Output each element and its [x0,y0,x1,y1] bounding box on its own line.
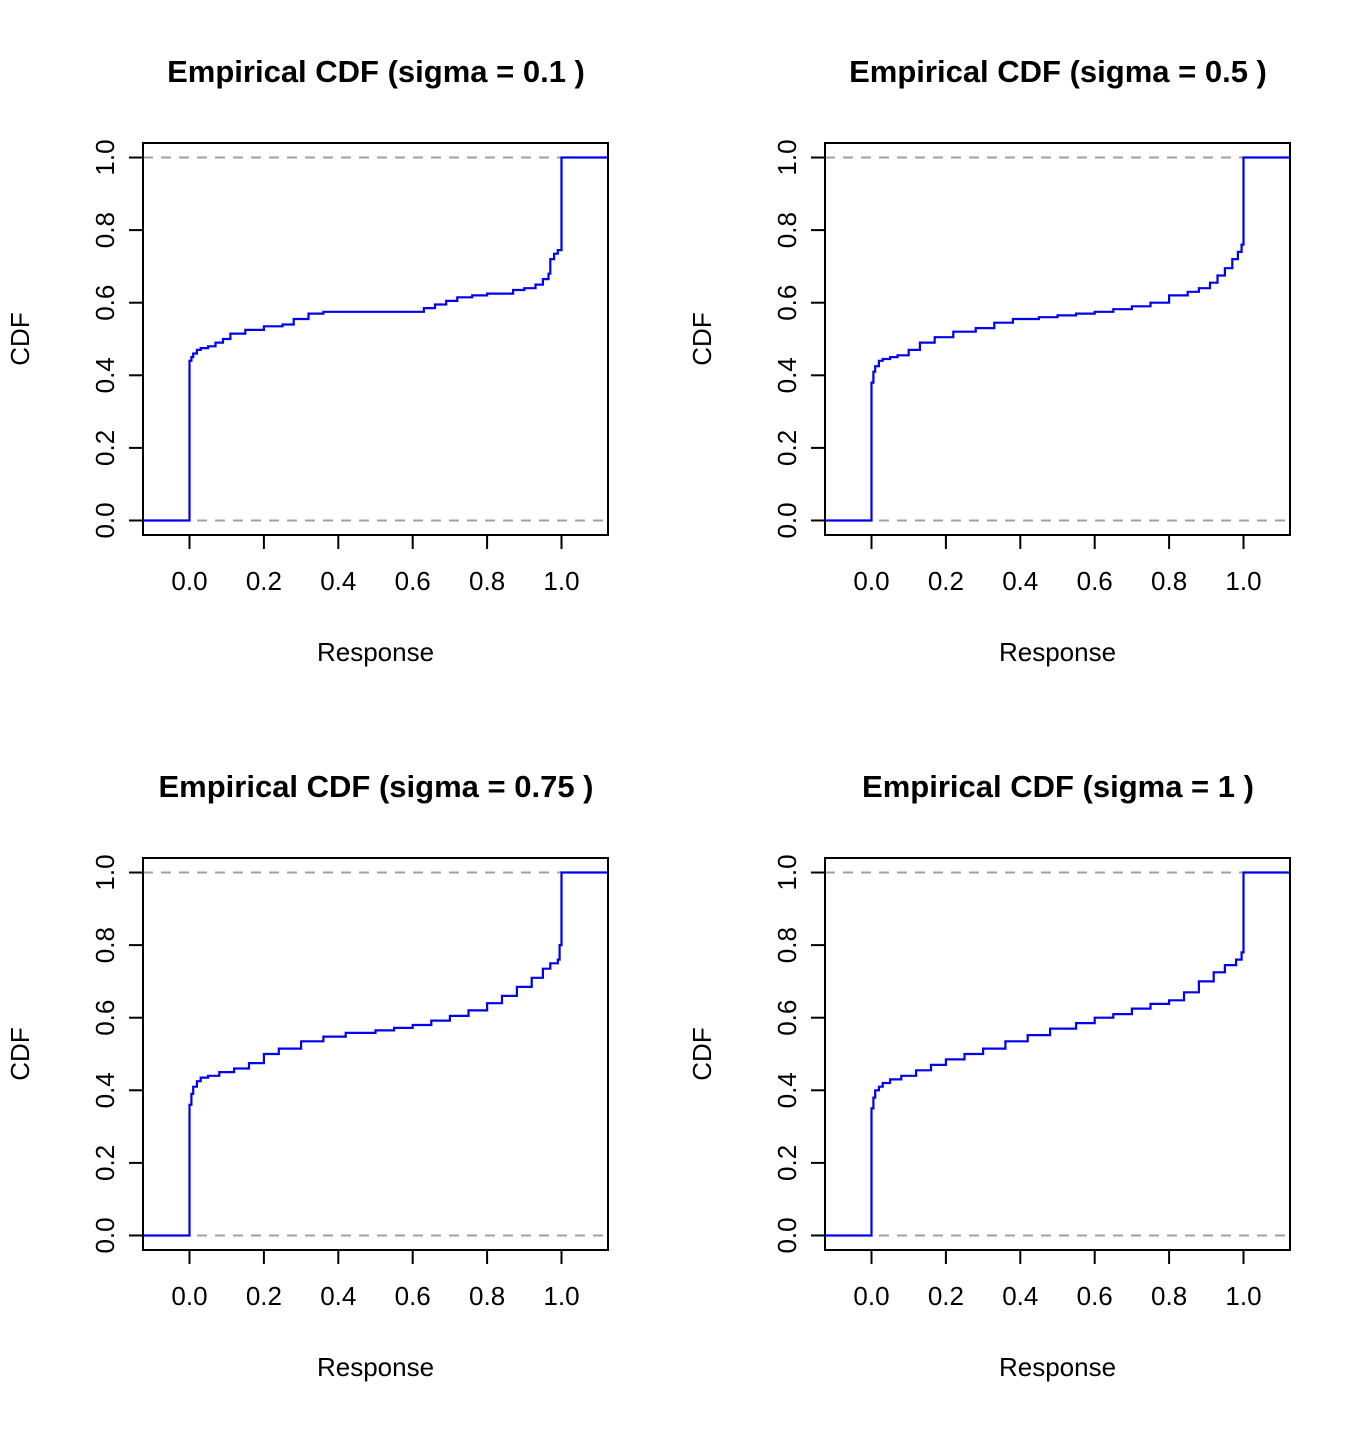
y-tick-label: 0.4 [90,357,120,393]
x-tick-label: 0.0 [853,566,889,596]
x-axis-label: Response [317,637,434,667]
x-tick-label: 0.2 [246,566,282,596]
x-tick-label: 0.6 [1077,566,1113,596]
cdf-series-line [825,156,1290,522]
x-tick-label: 0.0 [171,1281,207,1311]
x-tick-label: 1.0 [543,566,579,596]
x-tick-label: 0.6 [395,566,431,596]
x-tick-label: 1.0 [543,1281,579,1311]
x-tick-label: 0.4 [1002,1281,1038,1311]
panel-title: Empirical CDF (sigma = 0.1 ) [167,54,585,89]
y-tick-label: 0.2 [90,1145,120,1181]
plot-frame [142,142,609,536]
y-tick-label: 1.0 [90,854,120,890]
x-tick-label: 0.8 [469,566,505,596]
x-tick-label: 0.2 [928,1281,964,1311]
cdf-panel-1: Empirical CDF (sigma = 0.1 ) 0.0 0.2 0.4 0.6… [5,54,609,667]
y-tick-label: 0.8 [772,212,802,248]
x-tick-label: 0.4 [1002,566,1038,596]
cdf-panel-3: Empirical CDF (sigma = 0.75 ) 0.0 0.2 0.4 0.… [5,769,609,1382]
x-axis-label: Response [999,1352,1116,1382]
x-axis-label: Response [999,637,1116,667]
y-tick-label: 0.2 [772,1145,802,1181]
y-tick-label: 0.8 [772,927,802,963]
y-tick-label: 0.0 [772,1217,802,1253]
y-tick-label: 0.0 [90,1217,120,1253]
y-axis-label: CDF [687,312,717,365]
x-tick-label: 0.2 [246,1281,282,1311]
y-tick-label: 0.6 [772,285,802,321]
x-tick-label: 0.0 [171,566,207,596]
cdf-series-line [143,871,608,1237]
y-tick-label: 1.0 [772,139,802,175]
plot-frame [142,857,609,1251]
x-tick-label: 0.4 [320,1281,356,1311]
x-tick-label: 0.6 [1077,1281,1113,1311]
y-tick-label: 0.6 [772,1000,802,1036]
x-tick-label: 0.2 [928,566,964,596]
y-tick-label: 0.4 [772,357,802,393]
plot-frame [824,857,1291,1251]
y-tick-label: 0.6 [90,285,120,321]
x-tick-label: 0.4 [320,566,356,596]
x-tick-label: 1.0 [1225,1281,1261,1311]
y-tick-label: 1.0 [772,854,802,890]
cdf-panel-4: Empirical CDF (sigma = 1 ) 0.0 0.2 0.4 0.6 0.… [687,769,1291,1382]
x-axis-label: Response [317,1352,434,1382]
x-tick-label: 0.8 [469,1281,505,1311]
y-tick-label: 0.8 [90,927,120,963]
y-tick-label: 0.8 [90,212,120,248]
x-tick-label: 0.8 [1151,1281,1187,1311]
panel-title: Empirical CDF (sigma = 0.5 ) [849,54,1267,89]
x-tick-label: 1.0 [1225,566,1261,596]
plot-frame [824,142,1291,536]
y-axis-label: CDF [687,1027,717,1080]
cdf-series-line [143,156,608,522]
y-tick-label: 0.6 [90,1000,120,1036]
y-tick-label: 0.4 [772,1072,802,1108]
x-tick-label: 0.6 [395,1281,431,1311]
y-tick-label: 0.4 [90,1072,120,1108]
x-tick-label: 0.8 [1151,566,1187,596]
y-tick-label: 0.2 [90,430,120,466]
y-tick-label: 0.2 [772,430,802,466]
y-tick-label: 0.0 [90,502,120,538]
y-tick-label: 0.0 [772,502,802,538]
y-axis-label: CDF [5,1027,35,1080]
cdf-series-line [825,871,1290,1237]
x-tick-label: 0.0 [853,1281,889,1311]
panel-title: Empirical CDF (sigma = 1 ) [862,769,1254,804]
y-tick-label: 1.0 [90,139,120,175]
panel-title: Empirical CDF (sigma = 0.75 ) [158,769,593,804]
y-axis-label: CDF [5,312,35,365]
cdf-panel-2: Empirical CDF (sigma = 0.5 ) 0.0 0.2 0.4 0.6… [687,54,1291,667]
